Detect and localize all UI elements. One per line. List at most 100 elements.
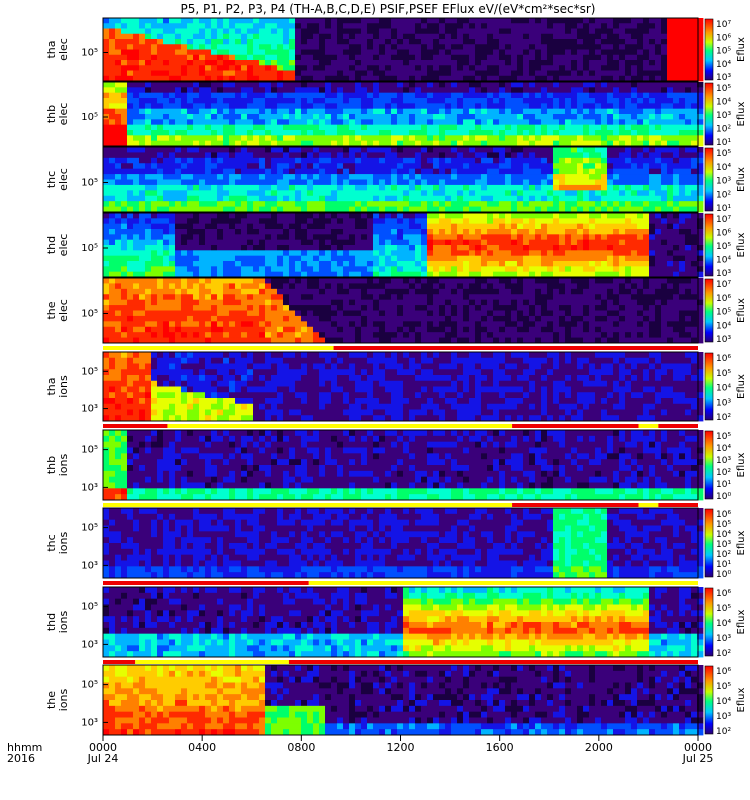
spectrogram-cell	[337, 75, 344, 82]
spectrogram-cell	[457, 179, 464, 186]
spectrogram-cell	[139, 255, 146, 262]
spectrogram-cell	[151, 337, 158, 344]
spectrogram-cell	[463, 201, 470, 207]
spectrogram-cell	[181, 28, 188, 35]
spectrogram-cell	[457, 266, 464, 273]
spectrogram-cell	[637, 201, 644, 207]
colorbar-tick-label: 10⁵	[716, 47, 731, 57]
spectrogram-cell	[379, 87, 386, 94]
spectrogram-cell	[433, 87, 440, 94]
spectrogram-cell	[391, 108, 398, 115]
spectrogram-cell	[295, 82, 302, 88]
spectrogram-cell	[127, 39, 134, 45]
spectrogram-cell	[643, 184, 650, 191]
spectrogram-cell	[613, 271, 620, 278]
spectrogram-cell	[205, 250, 212, 257]
spectrogram-cell	[457, 184, 464, 191]
colorbar-label: Eflux	[736, 101, 747, 126]
spectrogram-cell	[451, 60, 458, 66]
spectrogram-cell	[109, 190, 116, 197]
spectrogram-cell	[415, 239, 422, 246]
spectrogram-cell	[595, 157, 602, 164]
spectrogram-cell	[103, 283, 110, 290]
spectrogram-cell	[187, 255, 194, 262]
spectrogram-cell	[289, 82, 296, 88]
spectrogram-cell	[499, 135, 506, 142]
spectrogram-cell	[115, 337, 122, 344]
ylabel-line: tha	[45, 40, 58, 58]
spectrogram-cell	[319, 82, 326, 88]
spectrogram-cell	[373, 239, 380, 246]
spectrogram-cell	[325, 23, 332, 29]
spectrogram-cell	[637, 65, 644, 71]
spectrogram-cell	[529, 135, 536, 142]
spectrogram-cell	[343, 135, 350, 142]
spectrogram-cell	[481, 92, 488, 99]
spectrogram-cell	[661, 250, 668, 257]
spectrogram-cell	[469, 157, 476, 164]
spectrogram-cell	[127, 103, 134, 110]
spectrogram-cell	[571, 18, 578, 24]
spectrogram-cell	[139, 124, 146, 131]
spectrogram-cell	[109, 245, 116, 251]
spectrogram-cell	[643, 223, 650, 230]
spectrogram-cell	[619, 18, 626, 24]
spectrogram-cell	[421, 163, 428, 170]
spectrogram-cell	[121, 234, 128, 241]
spectrogram-cell	[331, 92, 338, 99]
spectrogram-cell	[517, 135, 524, 142]
spectrogram-cell	[331, 28, 338, 35]
spectrogram-cell	[277, 147, 284, 153]
spectrogram-cell	[649, 70, 656, 77]
spectrogram-cell	[109, 44, 116, 50]
spectrogram-cell	[601, 60, 608, 66]
spectrogram-cell	[145, 119, 152, 126]
spectrogram-cell	[241, 82, 248, 88]
spectrogram-cell	[247, 250, 254, 257]
spectrogram-cell	[607, 163, 614, 170]
spectrogram-cell	[547, 261, 554, 267]
spectrogram-cell	[283, 135, 290, 142]
spectrogram-cell	[691, 147, 698, 153]
spectrogram-cell	[421, 195, 428, 202]
spectrogram-cell	[691, 82, 698, 88]
spectrogram-cell	[481, 140, 488, 147]
spectrogram-cell	[427, 119, 434, 126]
spectrogram-cell	[325, 65, 332, 71]
spectrogram-cell	[379, 152, 386, 159]
spectrogram-cell	[409, 140, 416, 147]
spectrogram-cell	[607, 49, 614, 56]
spectrogram-cell	[643, 33, 650, 40]
spectrogram-cell	[385, 18, 392, 24]
spectrogram-cell	[661, 213, 668, 219]
spectrogram-cell	[367, 87, 374, 94]
spectrogram-cell	[535, 75, 542, 82]
spectrogram-cell	[175, 49, 182, 56]
spectrogram-cell	[325, 70, 332, 77]
spectrogram-cell	[427, 184, 434, 191]
spectrogram-cell	[325, 255, 332, 262]
spectrogram-cell	[631, 266, 638, 273]
spectrogram-cell	[373, 179, 380, 186]
spectrogram-cell	[475, 152, 482, 159]
spectrogram-cell	[415, 157, 422, 164]
spectrogram-cell	[487, 255, 494, 262]
spectrogram-cell	[667, 65, 674, 71]
spectrogram-cell	[697, 103, 704, 110]
spectrogram-cell	[487, 218, 494, 225]
spectrogram-cell	[385, 239, 392, 246]
spectrogram-cell	[457, 163, 464, 170]
spectrogram-cell	[601, 49, 608, 56]
spectrogram-cell	[271, 206, 278, 213]
spectrogram-cell	[433, 135, 440, 142]
spectrogram-cell	[199, 70, 206, 77]
spectrogram-cell	[169, 195, 176, 202]
spectrogram-cell	[379, 261, 386, 267]
spectrogram-cell	[349, 163, 356, 170]
spectrogram-cell	[697, 23, 704, 29]
spectrogram-cell	[649, 206, 656, 213]
spectrogram-cell	[193, 261, 200, 267]
spectrogram-cell	[283, 70, 290, 77]
spectrogram-cell	[439, 174, 446, 180]
spectrogram-cell	[205, 114, 212, 120]
